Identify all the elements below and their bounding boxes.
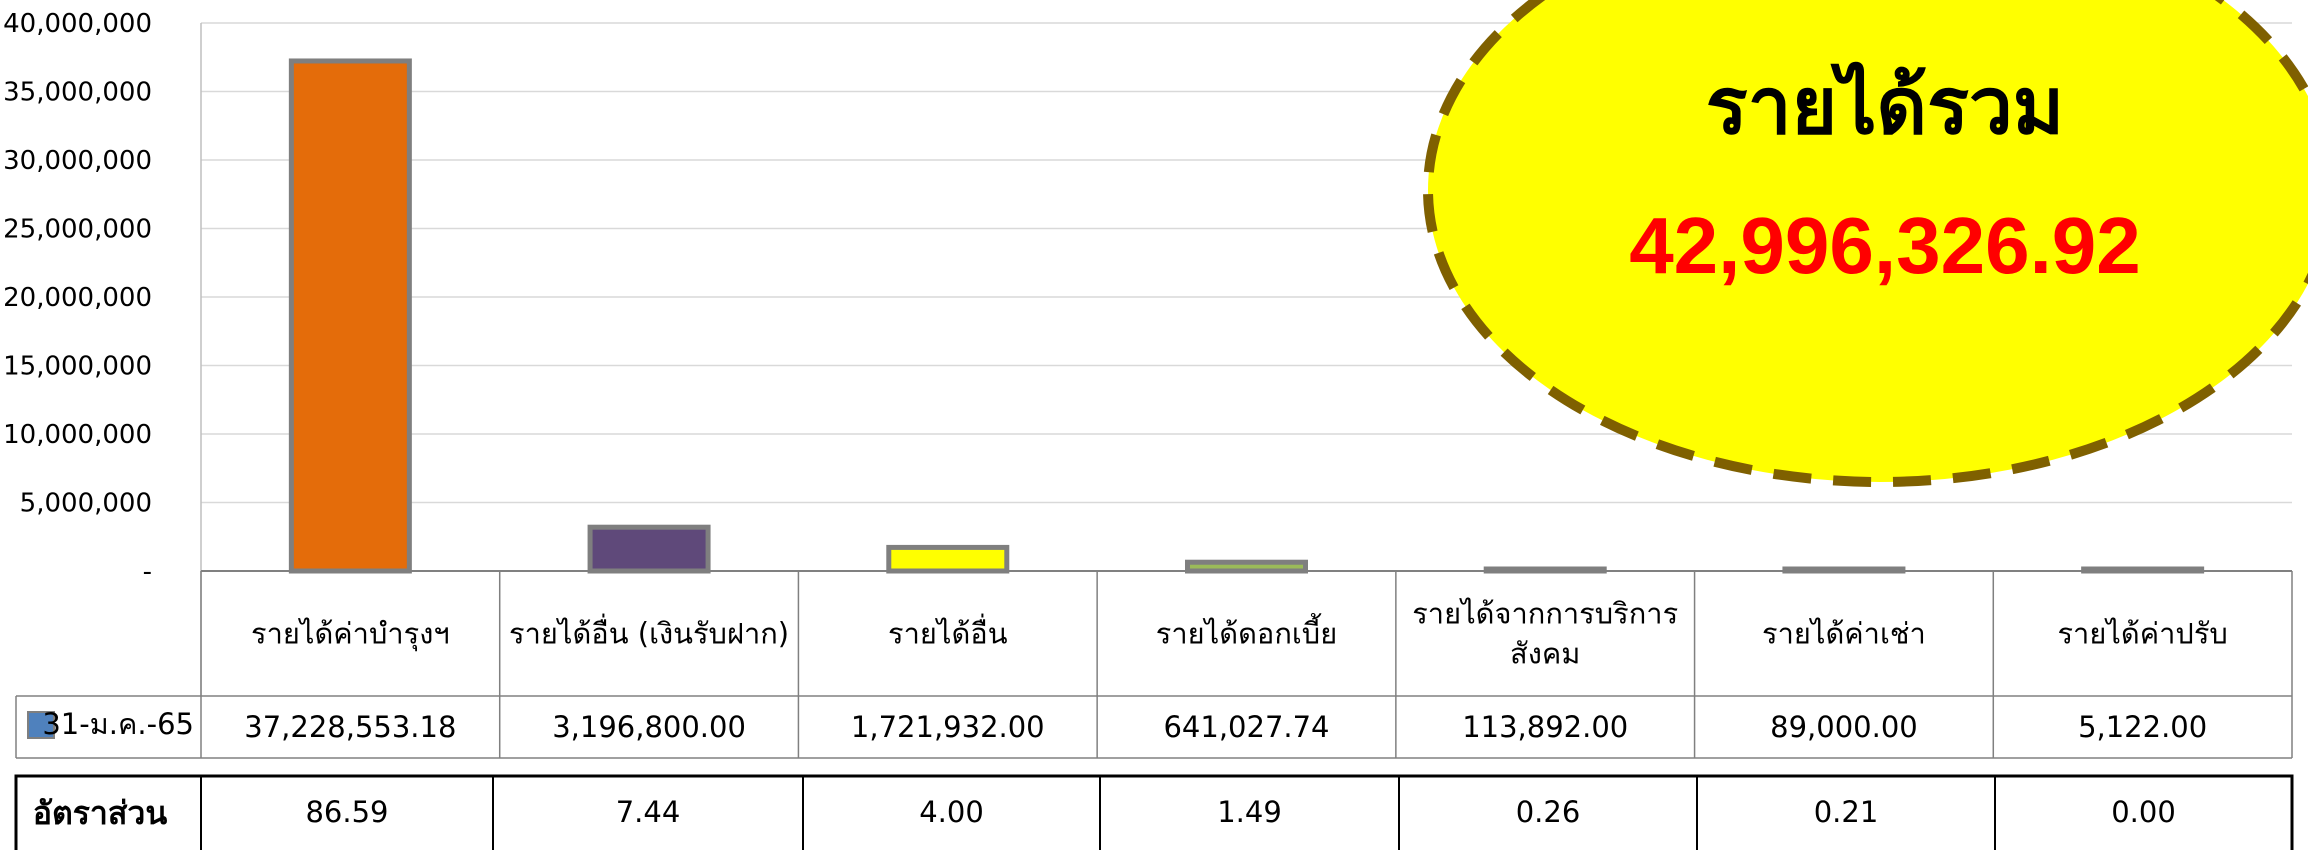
bar [2081,566,2205,574]
ratio-value: 86.59 [305,795,388,829]
value-label: 37,228,553.18 [244,710,456,744]
callout-ellipse [1423,0,2308,487]
y-tick-label: 35,000,000 [3,78,152,108]
chart-bars [288,58,2205,574]
bar [587,524,711,574]
value-label: 89,000.00 [1770,710,1918,744]
legend-series-name: 31-ม.ค.-65 [42,707,194,741]
category-label: รายได้อื่น [888,614,1008,651]
bar [288,58,412,574]
value-label: 113,892.00 [1462,710,1628,744]
value-label: 641,027.74 [1163,710,1329,744]
y-tick-label: 40,000,000 [3,9,152,39]
value-label: 5,122.00 [2078,710,2207,744]
callout-value: 42,996,326.92 [1629,201,2141,290]
ratio-value: 1.49 [1217,795,1282,829]
value-labels: 37,228,553.18 3,196,800.00 1,721,932.00 641… [244,710,2207,744]
ratio-value: 7.44 [616,795,681,829]
legend-swatch [27,711,55,739]
y-tick-label: 20,000,000 [3,283,152,313]
category-label: รายได้จากการบริการ [1412,597,1678,631]
y-tick-label: 25,000,000 [3,215,152,245]
y-tick-label: 10,000,000 [3,420,152,450]
ratio-value: 0.00 [2111,795,2176,829]
legend: 31-ม.ค.-65 [27,707,194,741]
bar [1782,566,1906,574]
y-tick-label: 15,000,000 [3,352,152,382]
category-label: รายได้อื่น (เงินรับฝาก) [509,614,789,651]
bar [1185,559,1308,574]
ratio-value: 0.21 [1814,795,1879,829]
ratio-table-border [14,774,2294,850]
category-label: สังคม [1510,637,1580,671]
ratio-value: 4.00 [919,795,984,829]
category-labels: รายได้ค่าบำรุงฯ รายได้อื่น (เงินรับฝาก) รา… [251,597,2228,671]
ratio-value: 0.26 [1516,795,1581,829]
y-tick-label: 5,000,000 [20,489,152,519]
y-tick-label: 30,000,000 [3,146,152,176]
ratio-table: 86.59 7.44 4.00 1.49 0.26 0.21 0.00 อัตราส่วน [14,774,2294,850]
category-label: รายได้ค่าเช่า [1762,617,1926,651]
callout-title: รายได้รวม [1706,61,2064,152]
value-label: 3,196,800.00 [552,710,746,744]
category-label: รายได้ดอกเบี้ย [1156,613,1337,651]
bar [1483,566,1607,574]
data-table-grid [15,570,2293,759]
value-label: 1,721,932.00 [851,710,1045,744]
y-tick-label: - [143,557,152,587]
total-income-callout: รายได้รวม 42,996,326.92 [1423,0,2308,487]
category-label: รายได้ค่าปรับ [2057,617,2227,651]
category-label: รายได้ค่าบำรุงฯ [251,617,450,652]
ratio-header: อัตราส่วน [33,794,168,832]
bar [886,544,1010,574]
y-axis-tick-labels: 40,000,000 35,000,000 30,000,000 25,000,000… [3,9,152,587]
